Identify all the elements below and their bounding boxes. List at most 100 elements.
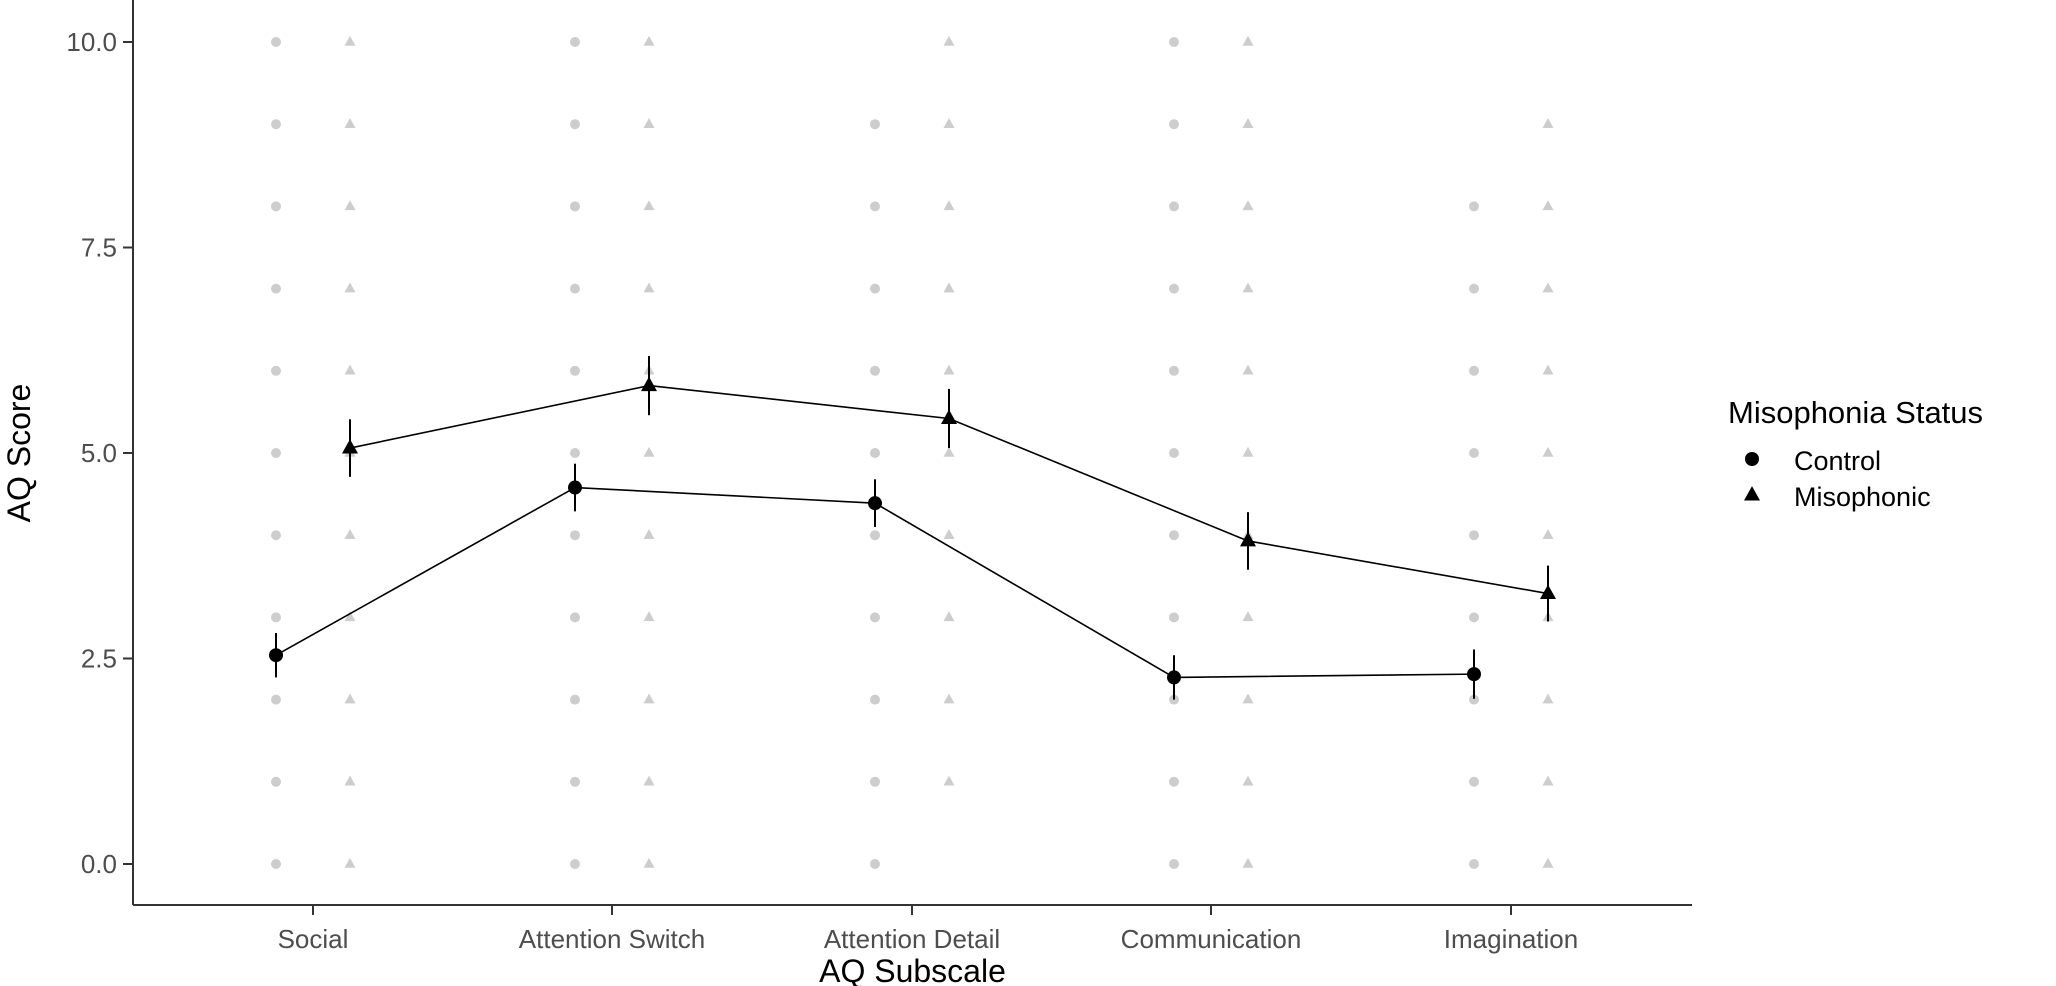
raw-point-control [1169,530,1179,541]
raw-point-misophonic [1242,118,1254,128]
raw-point-misophonic [1542,282,1554,293]
raw-point-control [570,119,580,130]
legend: Misophonia Status Control Misophonic [1728,395,1983,512]
raw-point-misophonic [1242,282,1254,293]
raw-point-control [570,448,580,458]
x-tick-label: Attention Detail [824,924,1000,954]
raw-point-control [271,201,281,212]
y-tick-label: 5.0 [81,438,117,468]
raw-point-control [1469,612,1479,623]
raw-point-control [870,612,880,623]
raw-point-misophonic [344,282,356,293]
raw-point-control [570,283,580,294]
raw-point-control [271,859,281,869]
raw-point-misophonic [1242,446,1254,457]
raw-point-control [1169,859,1179,869]
mean-markers-layer [269,376,1556,685]
raw-point-control [570,201,580,212]
raw-point-misophonic [943,364,955,375]
raw-point-control [1469,859,1479,869]
x-axis-ticks: Social Attention Switch Attention Detail Co… [278,905,1578,954]
raw-point-control [570,37,580,47]
raw-point-control [1169,283,1179,294]
raw-point-misophonic [1542,200,1554,211]
mean-point-misophonic [342,439,358,454]
raw-point-misophonic [643,446,655,457]
raw-point-misophonic [1542,446,1554,457]
raw-point-control [1169,119,1179,130]
mean-lines-layer [275,384,1549,679]
raw-point-misophonic [344,857,356,868]
x-tick-label: Communication [1121,924,1302,954]
raw-point-misophonic [943,282,955,293]
x-axis-title: AQ Subscale [819,953,1006,986]
raw-point-misophonic [344,35,356,46]
raw-point-misophonic [943,775,955,786]
mean-point-control [269,648,283,663]
raw-point-misophonic [943,693,955,704]
mean-point-control [1467,667,1481,682]
raw-point-control [870,448,880,458]
raw-point-misophonic [943,200,955,211]
x-tick-label: Social [278,924,349,954]
raw-point-misophonic [1542,529,1554,539]
raw-point-misophonic [344,693,356,704]
raw-point-control [870,530,880,541]
raw-point-misophonic [1242,775,1254,786]
raw-point-control [271,365,281,376]
raw-point-control [870,201,880,212]
mean-point-misophonic [1540,584,1556,600]
raw-point-misophonic [643,35,655,46]
raw-point-control [271,776,281,787]
raw-point-misophonic [943,529,955,539]
raw-point-control [1469,201,1479,212]
raw-points-layer [271,35,1554,869]
raw-point-misophonic [344,611,356,622]
raw-point-control [1169,612,1179,623]
raw-point-control [1469,283,1479,294]
raw-point-misophonic [643,611,655,622]
x-tick-label: Attention Switch [519,924,705,954]
raw-point-control [271,119,281,130]
raw-point-misophonic [1242,35,1254,46]
raw-point-misophonic [1542,364,1554,375]
raw-point-control [1169,37,1179,47]
raw-point-misophonic [1242,200,1254,211]
legend-title: Misophonia Status [1728,395,1983,430]
mean-point-misophonic [941,409,957,424]
raw-point-control [1169,776,1179,787]
raw-point-control [1169,201,1179,212]
raw-point-misophonic [643,693,655,704]
y-tick-label: 10.0 [66,27,117,57]
legend-label-misophonic: Misophonic [1794,482,1931,512]
raw-point-control [271,37,281,47]
error-bars-layer [275,356,1549,700]
raw-point-control [570,365,580,376]
x-tick-label: Imagination [1444,924,1578,954]
raw-point-control [570,530,580,541]
raw-point-control [1469,530,1479,541]
raw-point-control [870,694,880,705]
mean-point-misophonic [641,376,657,392]
raw-point-control [1169,448,1179,458]
raw-point-misophonic [643,118,655,128]
raw-point-misophonic [943,35,955,46]
y-axis-title: AQ Score [1,384,37,523]
raw-point-control [1469,448,1479,458]
raw-point-misophonic [1242,693,1254,704]
raw-point-misophonic [1242,364,1254,375]
mean-point-misophonic [1240,532,1256,547]
mean-point-control [868,496,882,511]
raw-point-control [870,776,880,787]
legend-key-misophonic-icon [1744,486,1760,501]
raw-point-control [870,365,880,376]
raw-point-control [271,283,281,294]
raw-point-misophonic [643,775,655,786]
raw-point-misophonic [943,118,955,128]
raw-point-misophonic [344,364,356,375]
mean-point-control [568,480,582,495]
raw-point-control [271,612,281,623]
raw-point-control [1469,776,1479,787]
raw-point-control [271,448,281,458]
